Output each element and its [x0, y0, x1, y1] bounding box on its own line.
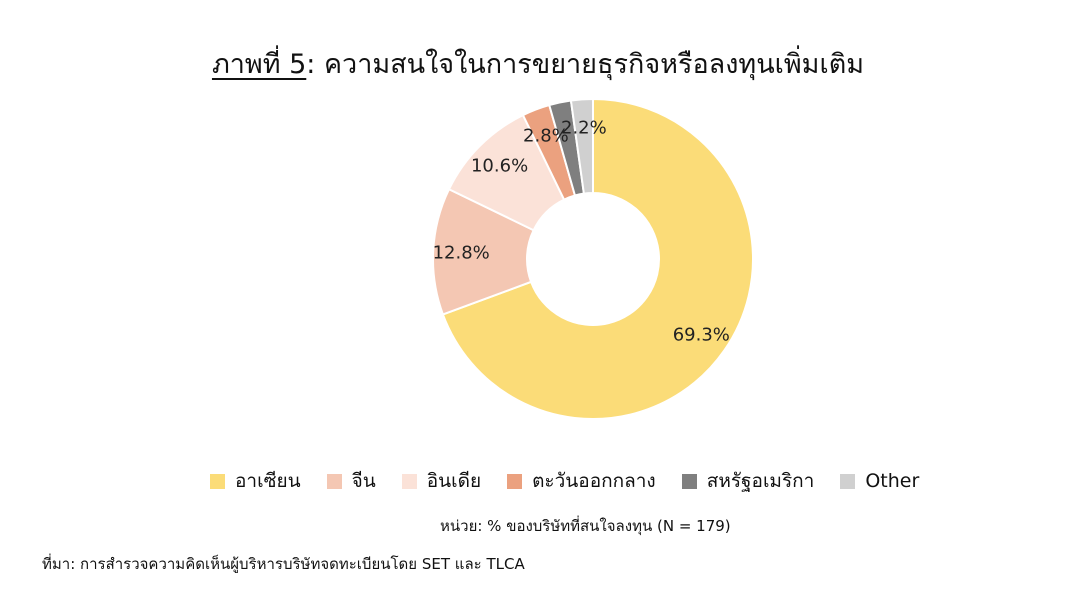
legend-item-other: Other: [840, 470, 919, 492]
chart-legend: อาเซียน จีน อินเดีย ตะวันออกกลาง สหรัฐอเมริก…: [210, 466, 919, 496]
slice-label-china: 12.8%: [433, 243, 490, 264]
legend-label: ตะวันออกกลาง: [532, 470, 656, 492]
title-separator: :: [306, 49, 316, 80]
legend-item-india: อินเดีย: [401, 466, 482, 496]
legend-item-china: จีน: [326, 466, 376, 496]
legend-label: สหรัฐอเมริกา: [706, 470, 815, 492]
slice-label-asean: 69.3%: [673, 324, 730, 345]
unit-note: หน่วย: % ของบริษัทที่สนใจลงทุน (N = 179): [440, 517, 731, 535]
slice-asean: [441, 97, 754, 420]
figure-number: ภาพที่ 5: [211, 49, 307, 80]
legend-label: อินเดีย: [426, 470, 482, 492]
legend-item-middle-east: ตะวันออกกลาง: [507, 466, 656, 496]
chart-title: ภาพที่ 5: ความสนใจในการขยายธุรกิจหรือลงท…: [0, 42, 1076, 85]
legend-swatch: [210, 473, 225, 489]
slice-label-middle-east: 2.8%: [523, 126, 569, 147]
legend-swatch: [507, 473, 523, 489]
slice-label-india: 10.6%: [471, 156, 528, 177]
title-text: ความสนใจในการขยายธุรกิจหรือลงทุนเพิ่มเติ…: [315, 49, 865, 80]
source-note: ที่มา: การสำรวจความคิดเห็นผู้บริหารบริษั…: [42, 555, 525, 573]
slice-label-other: 2.2%: [561, 117, 607, 138]
legend-swatch: [840, 473, 856, 489]
slice-china: [432, 187, 535, 316]
legend-label: จีน: [351, 470, 376, 492]
legend-swatch: [681, 473, 697, 489]
legend-swatch: [326, 473, 342, 489]
legend-swatch: [401, 473, 417, 489]
legend-item-asean: อาเซียน: [210, 466, 301, 496]
legend-label: Other: [865, 470, 920, 492]
legend-label: อาเซียน: [235, 470, 301, 492]
legend-item-usa: สหรัฐอเมริกา: [681, 466, 815, 496]
slice-other: [569, 97, 594, 195]
